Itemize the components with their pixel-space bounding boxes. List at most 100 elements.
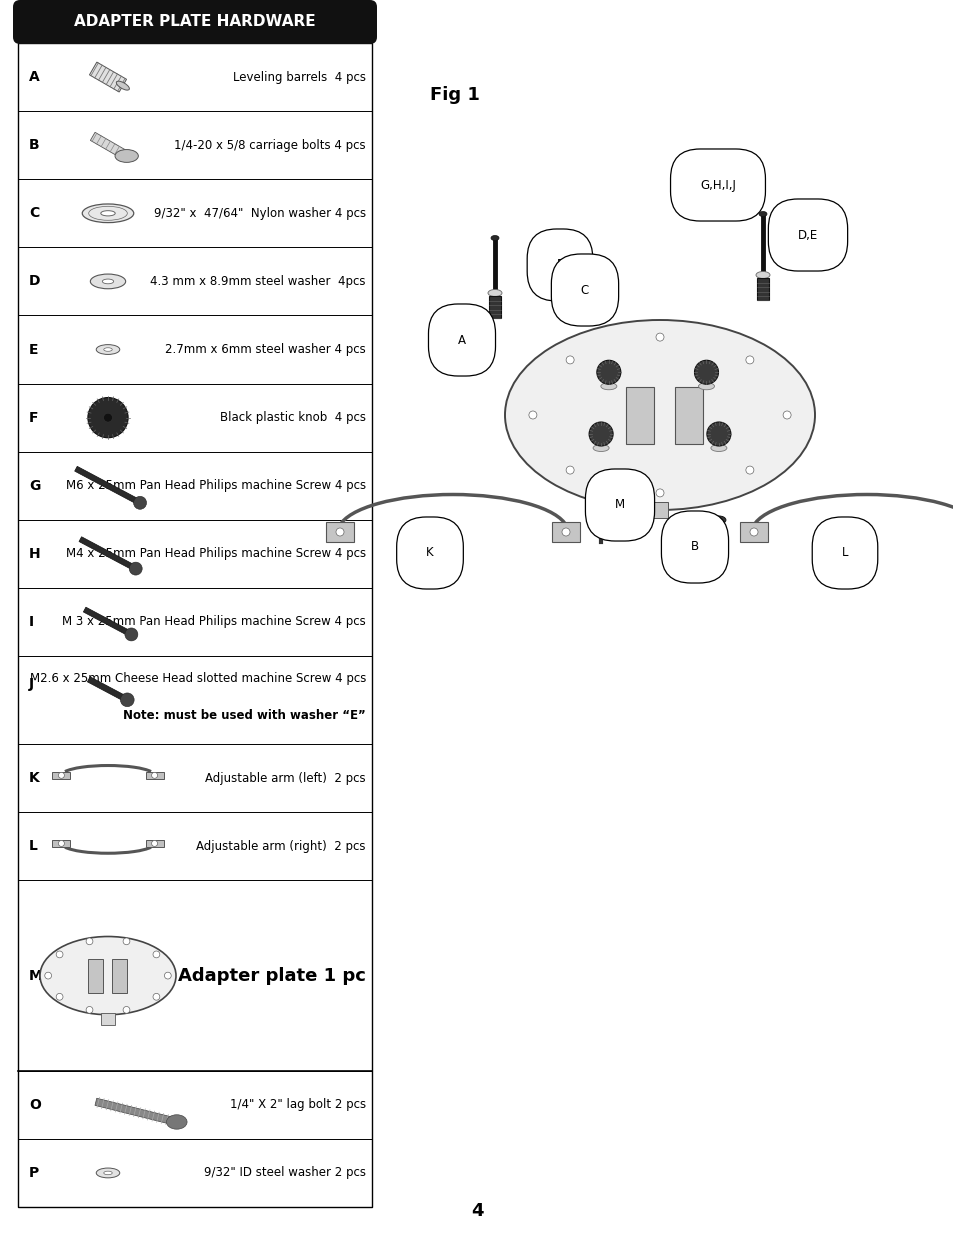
Bar: [651, 501, 667, 517]
Text: D,E: D,E: [797, 228, 818, 242]
Circle shape: [782, 411, 790, 419]
Text: 1/4" X 2" lag bolt 2 pcs: 1/4" X 2" lag bolt 2 pcs: [230, 1098, 366, 1112]
Circle shape: [561, 529, 569, 536]
Circle shape: [123, 937, 130, 945]
Text: G: G: [29, 479, 40, 493]
Ellipse shape: [491, 236, 498, 241]
Circle shape: [706, 422, 730, 446]
Circle shape: [58, 841, 65, 846]
Ellipse shape: [504, 320, 814, 510]
Ellipse shape: [710, 445, 726, 452]
Circle shape: [528, 411, 537, 419]
Text: A: A: [457, 333, 465, 347]
Circle shape: [123, 1007, 130, 1013]
Ellipse shape: [593, 445, 608, 452]
Circle shape: [164, 972, 171, 979]
Polygon shape: [91, 132, 129, 161]
Bar: [146, 772, 163, 779]
Bar: [489, 296, 500, 317]
Ellipse shape: [711, 516, 725, 524]
Circle shape: [749, 529, 758, 536]
Text: L: L: [841, 547, 847, 559]
Circle shape: [565, 356, 574, 364]
Text: Note: must be used with washer “E”: Note: must be used with washer “E”: [123, 709, 366, 722]
Circle shape: [694, 361, 718, 384]
Text: Fig 1: Fig 1: [430, 86, 479, 104]
Circle shape: [58, 772, 65, 778]
Bar: [88, 958, 103, 993]
Circle shape: [129, 562, 142, 576]
Text: M 3 x 25mm Pan Head Philips machine Screw 4 pcs: M 3 x 25mm Pan Head Philips machine Scre…: [62, 615, 366, 629]
Ellipse shape: [101, 211, 115, 216]
Text: H: H: [29, 547, 41, 561]
Circle shape: [125, 627, 138, 641]
Text: M6 x 25mm Pan Head Philips machine Screw 4 pcs: M6 x 25mm Pan Head Philips machine Screw…: [66, 479, 366, 493]
Circle shape: [745, 466, 753, 474]
Bar: [552, 522, 579, 542]
Ellipse shape: [755, 272, 769, 279]
Circle shape: [86, 937, 92, 945]
Polygon shape: [88, 677, 129, 703]
Bar: [52, 840, 71, 847]
Circle shape: [56, 993, 63, 1000]
Text: J: J: [29, 677, 34, 692]
Polygon shape: [83, 608, 132, 637]
FancyBboxPatch shape: [13, 0, 376, 44]
Circle shape: [565, 466, 574, 474]
Circle shape: [745, 356, 753, 364]
Ellipse shape: [40, 936, 175, 1015]
Ellipse shape: [82, 204, 133, 222]
Circle shape: [86, 1007, 92, 1013]
Ellipse shape: [698, 383, 714, 390]
Text: M: M: [29, 968, 43, 983]
Bar: [112, 958, 127, 993]
Text: C: C: [29, 206, 39, 220]
Circle shape: [120, 693, 134, 706]
Bar: [625, 387, 653, 443]
Bar: [52, 772, 71, 779]
Text: Adapter plate 1 pc: Adapter plate 1 pc: [178, 967, 366, 984]
Text: M4 x 25mm Pan Head Philips machine Screw 4 pcs: M4 x 25mm Pan Head Philips machine Screw…: [66, 547, 366, 561]
Text: Leveling barrels  4 pcs: Leveling barrels 4 pcs: [233, 70, 366, 84]
Ellipse shape: [104, 1171, 112, 1174]
Polygon shape: [79, 537, 137, 571]
Ellipse shape: [116, 82, 130, 90]
Text: 9/32" ID steel washer 2 pcs: 9/32" ID steel washer 2 pcs: [204, 1166, 366, 1179]
Text: I: I: [29, 615, 34, 629]
Circle shape: [152, 772, 157, 778]
Text: M2.6 x 25mm Cheese Head slotted machine Screw 4 pcs: M2.6 x 25mm Cheese Head slotted machine …: [30, 672, 366, 684]
Text: B: B: [29, 138, 40, 152]
Text: Adjustable arm (left)  2 pcs: Adjustable arm (left) 2 pcs: [205, 772, 366, 784]
Bar: [757, 278, 768, 300]
Circle shape: [88, 398, 128, 437]
Bar: [326, 522, 354, 542]
Ellipse shape: [102, 279, 113, 284]
Text: Adjustable arm (right)  2 pcs: Adjustable arm (right) 2 pcs: [196, 840, 366, 853]
Circle shape: [597, 361, 620, 384]
Ellipse shape: [600, 383, 617, 390]
Text: D: D: [29, 274, 40, 289]
Ellipse shape: [96, 1168, 120, 1178]
Circle shape: [656, 489, 663, 496]
Circle shape: [133, 496, 147, 509]
Circle shape: [152, 841, 157, 846]
Ellipse shape: [91, 274, 126, 289]
Circle shape: [45, 972, 51, 979]
Polygon shape: [74, 467, 141, 505]
Bar: [675, 387, 702, 443]
Text: K: K: [426, 547, 434, 559]
Text: 4: 4: [470, 1202, 483, 1220]
Circle shape: [335, 529, 344, 536]
Circle shape: [56, 951, 63, 958]
Circle shape: [589, 422, 613, 446]
Polygon shape: [90, 62, 127, 93]
Ellipse shape: [759, 211, 766, 216]
Ellipse shape: [96, 345, 120, 354]
Bar: [146, 840, 163, 847]
Text: 4.3 mm x 8.9mm steel washer  4pcs: 4.3 mm x 8.9mm steel washer 4pcs: [151, 275, 366, 288]
Bar: [740, 522, 767, 542]
Polygon shape: [95, 1098, 177, 1125]
Text: P: P: [29, 1166, 39, 1179]
Circle shape: [104, 414, 112, 422]
Text: K: K: [29, 772, 40, 785]
